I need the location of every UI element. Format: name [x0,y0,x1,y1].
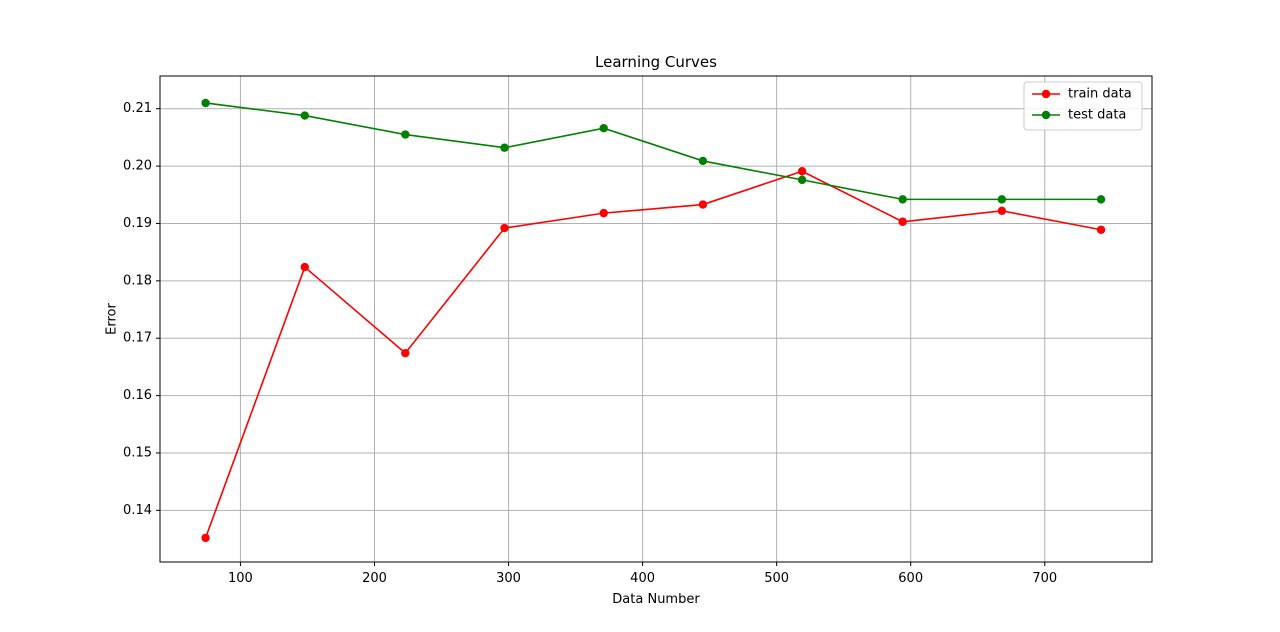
data-point [201,533,210,543]
plot-frame [159,75,1153,563]
data-point [500,143,509,152]
data-point [599,124,608,133]
x-tick-label: 600 [898,571,923,586]
legend-label: train data [1068,87,1132,102]
data-point [898,195,907,204]
data-point [997,195,1007,204]
y-tick-label: 0.20 [123,159,152,174]
y-tick-label: 0.21 [123,101,152,116]
x-tick-label: 400 [630,571,655,586]
data-point [698,200,708,209]
data-point [797,167,807,176]
data-point [500,223,509,233]
series-line [204,170,1102,539]
x-tick-label: 200 [362,571,387,586]
data-point [300,111,309,120]
y-tick-label: 0.14 [123,503,152,518]
legend: train data test data [1023,81,1143,131]
x-tick-label: 500 [764,571,789,586]
x-tick-label: 700 [1032,571,1057,586]
series-line [205,102,1102,201]
y-tick-label: 0.18 [123,273,152,288]
data-point [698,156,708,166]
grid [160,76,1152,562]
series [201,98,1106,543]
data-point [599,208,608,218]
x-tick-label: 300 [496,571,521,586]
data-point [201,98,210,108]
data-point [797,175,807,185]
y-tick-label: 0.19 [123,216,152,231]
y-axis-label: Error [105,303,120,335]
data-point [401,348,410,358]
x-tick-label: 100 [228,571,253,586]
legend-marker [1041,89,1051,99]
series-train-data [201,167,1106,543]
data-point [300,262,309,272]
y-tick-label: 0.15 [123,445,152,460]
y-tick-label: 0.17 [123,331,152,346]
data-point [997,206,1007,216]
legend-label: test data [1068,108,1126,123]
data-point [401,130,410,139]
legend-marker [1041,110,1051,120]
x-axis-label: Data Number [612,592,700,607]
y-tick-label: 0.16 [123,388,152,403]
data-point [1096,195,1106,204]
ticks: 100 200 300 400 500 600 700 0.14 0.15 0.16 0.17 0.1… [123,101,1057,586]
chart-title: Learning Curves [595,53,717,71]
data-point [1096,225,1106,234]
data-point [898,217,907,226]
series-test-data [201,98,1106,204]
